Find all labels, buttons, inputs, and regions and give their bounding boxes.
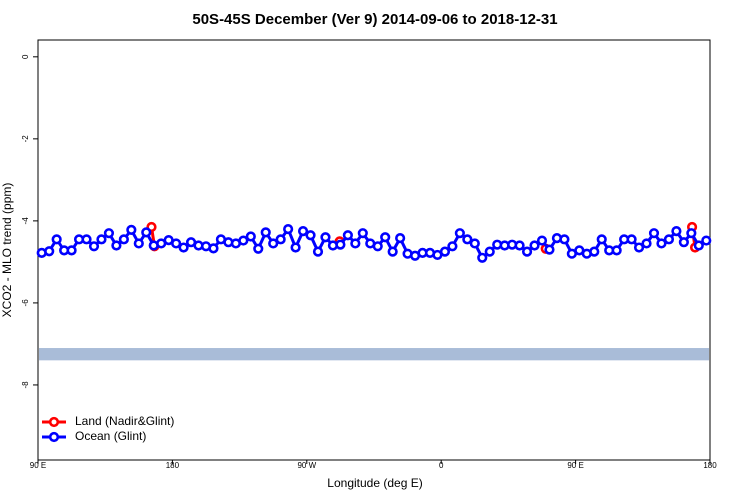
data-point <box>589 246 600 257</box>
data-point <box>477 252 488 263</box>
data-point <box>208 243 219 254</box>
data-point <box>686 228 697 239</box>
data-point <box>701 235 712 246</box>
x-tick-label: 180 <box>703 461 717 470</box>
x-tick-label: 90 E <box>30 461 46 470</box>
x-tick-label: 180 <box>166 461 180 470</box>
data-point <box>514 240 525 251</box>
data-point <box>111 240 122 251</box>
data-point <box>671 226 682 237</box>
data-point <box>641 238 652 249</box>
data-point <box>536 235 548 246</box>
data-point <box>350 238 361 249</box>
data-point <box>290 242 301 253</box>
y-tick-label: 0 <box>21 54 30 59</box>
data-point <box>693 240 704 251</box>
data-point <box>529 240 540 251</box>
data-point <box>44 246 55 257</box>
legend-label: Ocean (Glint) <box>75 429 146 443</box>
data-point <box>178 242 189 253</box>
legend-label: Land (Nadir&Glint) <box>75 414 174 428</box>
data-point <box>245 231 256 242</box>
data-point <box>51 234 62 245</box>
x-tick-label: 90 W <box>297 461 316 470</box>
data-point <box>320 232 331 243</box>
data-point <box>521 246 533 257</box>
data-point <box>141 227 152 238</box>
data-point <box>357 228 368 239</box>
y-tick-label: -6 <box>21 299 30 307</box>
x-tick-label: 0 <box>439 461 444 470</box>
data-point <box>656 238 667 249</box>
legend-marker <box>48 431 60 443</box>
data-point <box>283 223 294 235</box>
data-point <box>342 230 353 241</box>
data-point <box>596 234 607 245</box>
data-point <box>648 228 660 239</box>
data-point <box>81 234 92 245</box>
y-tick-label: -2 <box>21 135 30 143</box>
data-point <box>626 234 637 245</box>
data-point <box>260 227 271 238</box>
data-point <box>275 234 286 245</box>
data-point <box>238 235 249 246</box>
data-point <box>297 226 309 237</box>
data-point <box>469 238 480 249</box>
y-tick-label: -8 <box>21 381 30 389</box>
data-point <box>462 234 473 245</box>
data-point <box>372 241 383 252</box>
data-point <box>305 230 316 241</box>
data-point <box>544 244 555 255</box>
data-point <box>611 245 622 256</box>
data-point <box>88 241 100 252</box>
legend-marker <box>48 416 60 428</box>
x-tick-label: 90 E <box>567 461 583 470</box>
y-axis-label: XCO2 - MLO trend (ppm) <box>0 183 14 318</box>
data-point <box>387 246 398 257</box>
data-point <box>663 234 675 245</box>
x-axis-label: Longitude (deg E) <box>327 476 422 490</box>
data-point <box>633 242 645 253</box>
data-point <box>335 239 346 250</box>
data-point <box>66 245 77 256</box>
data-point <box>447 241 458 252</box>
data-point <box>439 246 451 257</box>
data-point <box>380 232 391 243</box>
data-point <box>484 246 495 257</box>
data-point <box>678 237 689 248</box>
data-point <box>118 234 129 245</box>
data-point <box>133 238 144 249</box>
data-point <box>171 238 182 249</box>
data-point <box>559 234 570 245</box>
data-point <box>96 234 107 245</box>
y-tick-label: -4 <box>21 217 30 225</box>
coverage-band <box>39 348 709 361</box>
chart-title: 50S-45S December (Ver 9) 2014-09-06 to 2… <box>192 11 557 28</box>
data-point <box>312 246 324 257</box>
data-point <box>454 228 465 239</box>
data-point <box>103 228 115 239</box>
data-point <box>253 243 264 254</box>
data-point <box>395 233 406 244</box>
data-point <box>268 238 279 249</box>
data-point <box>126 224 137 236</box>
